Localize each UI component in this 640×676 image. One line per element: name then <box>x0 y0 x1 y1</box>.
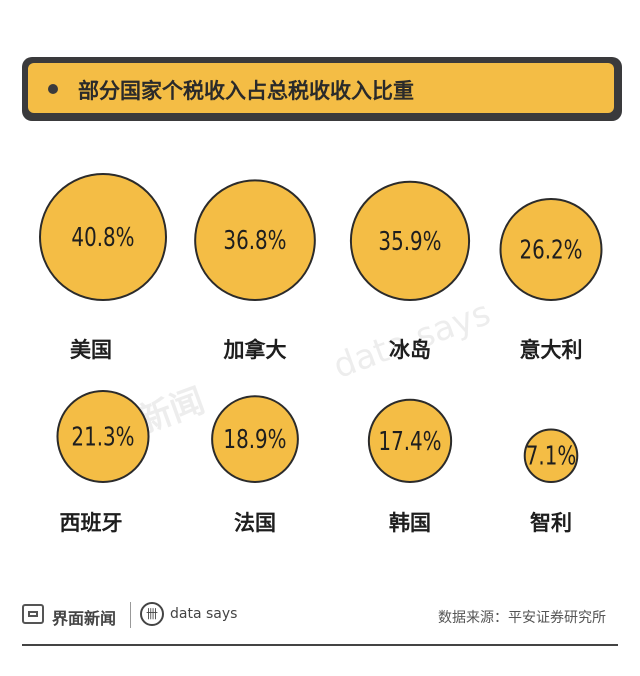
value-label: 18.9% <box>223 424 286 454</box>
bubble-美国 <box>39 173 167 301</box>
bubble-智利 <box>523 428 579 484</box>
country-label: 韩国 <box>389 511 431 535</box>
bubble-意大利 <box>499 198 603 302</box>
bubble-加拿大 <box>194 179 316 301</box>
bubble-冰岛 <box>349 180 471 301</box>
footer-rule <box>22 644 618 646</box>
country-label: 加拿大 <box>223 338 287 362</box>
footer-data-says: data says <box>170 606 238 622</box>
bubble-西班牙 <box>56 389 150 483</box>
value-label: 35.9% <box>378 226 441 256</box>
country-label: 冰岛 <box>389 338 431 362</box>
footer-brand: 界面新闻 <box>52 609 117 628</box>
country-label: 意大利 <box>520 338 583 362</box>
country-label: 法国 <box>234 511 276 535</box>
country-label: 智利 <box>530 511 572 535</box>
footer: 界面新闻 卌 data says 数据来源：平安证券研究所 <box>22 598 618 632</box>
footer-divider <box>130 602 131 628</box>
value-label: 17.4% <box>378 426 441 456</box>
country-label: 西班牙 <box>60 511 123 535</box>
title-bullet-icon <box>48 84 58 94</box>
bubble-韩国 <box>367 398 453 484</box>
brand-logo-icon <box>22 604 44 624</box>
data-says-icon: 卌 <box>140 602 164 626</box>
value-label: 26.2% <box>519 235 582 265</box>
value-label: 7.1% <box>526 441 576 471</box>
chart-title: 部分国家个税收入占总税收收入比重 <box>78 79 414 103</box>
bubble-chart: 40.8% 美国 36.8% 加拿大 35.9% 冰岛 26.2% 意大利 21.3% 西班牙 18… <box>39 173 603 535</box>
value-label: 36.8% <box>223 225 286 255</box>
value-label: 21.3% <box>71 422 134 452</box>
title-bar: 部分国家个税收入占总税收收入比重 <box>22 57 622 121</box>
country-label: 美国 <box>70 338 112 362</box>
data-source: 数据来源：平安证券研究所 <box>438 610 606 626</box>
value-label: 40.8% <box>71 222 134 252</box>
bubble-法国 <box>211 395 299 484</box>
title-panel: 部分国家个税收入占总税收收入比重 <box>28 63 614 113</box>
